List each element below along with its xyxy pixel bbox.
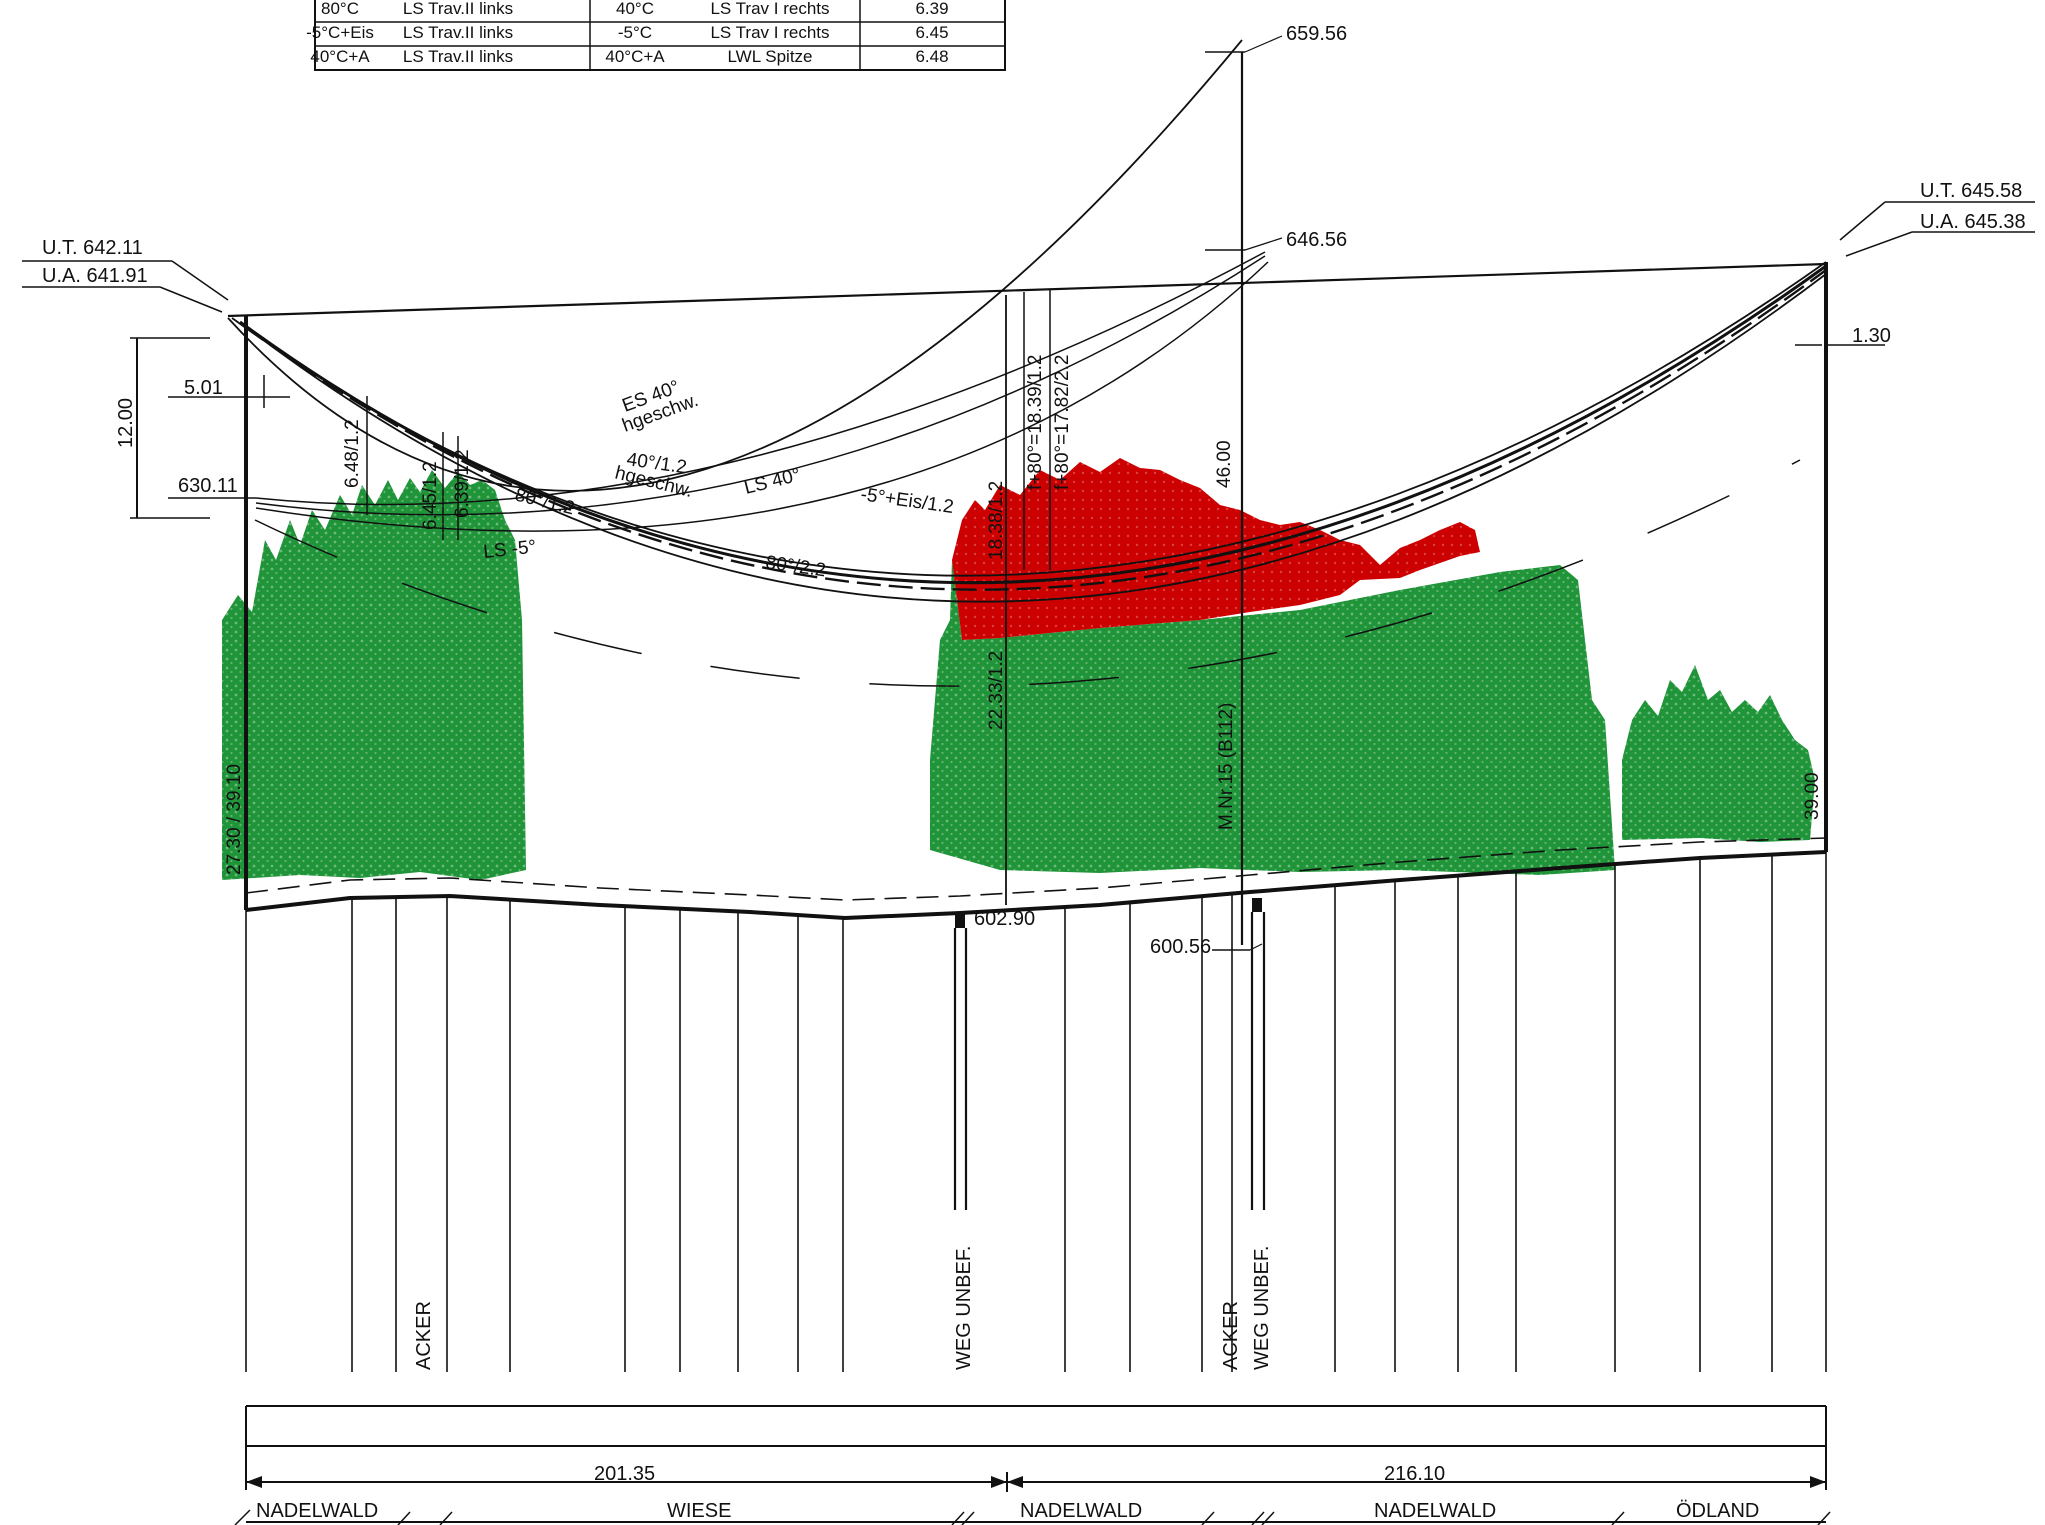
elev-630: 630.11 bbox=[178, 475, 238, 497]
clearance-ground-line bbox=[245, 837, 1827, 901]
landuse-0: NADELWALD bbox=[256, 1500, 378, 1522]
curve-80 bbox=[249, 273, 1827, 603]
table-cell-r2-c4: 6.48 bbox=[915, 47, 948, 66]
curve-ls40b bbox=[255, 255, 1266, 516]
crossing-markers bbox=[953, 898, 1266, 1210]
curve-clearance-dash bbox=[254, 459, 1801, 687]
table-cell-r2-c1: LS Trav.II links bbox=[403, 47, 513, 66]
table-cell-r2-c3: LWL Spitze bbox=[727, 47, 812, 66]
clearance-table: 80°C LS Trav.II links 40°C LS Trav I rechts… bbox=[306, 0, 1006, 71]
vegetation bbox=[222, 458, 1815, 880]
table-cell-r0-c4: 6.39 bbox=[915, 0, 948, 18]
crossing-acker-2: ACKER bbox=[1220, 1301, 1242, 1370]
dim-46: 46.00 bbox=[1214, 440, 1235, 488]
table-cell-r0-c1: LS Trav.II links bbox=[403, 0, 513, 18]
dim-639: 6.39/1.2 bbox=[452, 449, 473, 518]
table-cell-r1-c2: -5°C bbox=[618, 23, 652, 42]
curve-es40 bbox=[227, 39, 1243, 492]
station-lines bbox=[245, 852, 1827, 1372]
landuse-4: ÖDLAND bbox=[1676, 1500, 1759, 1522]
label-ls40: LS 40° bbox=[742, 465, 803, 499]
landuse-1: WIESE bbox=[667, 1500, 731, 1522]
table-rows: 80°C LS Trav.II links 40°C LS Trav I rechts… bbox=[306, 0, 948, 66]
span-2: 216.10 bbox=[1384, 1463, 1445, 1485]
leaders bbox=[22, 201, 2035, 499]
span-1: 201.35 bbox=[594, 1463, 655, 1485]
crossing-weg-2: WEG UNBEF. bbox=[1251, 1246, 1273, 1370]
dim-501: 5.01 bbox=[184, 377, 223, 399]
mast-label: M.Nr.15 (B112) bbox=[1216, 703, 1237, 830]
landuse-3: NADELWALD bbox=[1374, 1500, 1496, 1522]
elev-mid-mast: 646.56 bbox=[1286, 229, 1347, 251]
elev-right-ut: U.T. 645.58 bbox=[1920, 180, 2022, 202]
label-80-22: 80°/2.2 bbox=[764, 552, 827, 581]
label-ls5: LS -5° bbox=[482, 537, 537, 563]
chord-line bbox=[227, 262, 1827, 318]
table-cell-r1-c1: LS Trav.II links bbox=[403, 23, 513, 42]
table-cell-r1-c0: -5°C+Eis bbox=[306, 23, 374, 42]
curve-ls40 bbox=[255, 251, 1266, 506]
elev-left-ua: U.A. 641.91 bbox=[42, 265, 148, 287]
mast bbox=[1205, 35, 1283, 951]
elev-ground-low: 602.90 bbox=[974, 908, 1035, 930]
table-cell-r0-c0: 80°C bbox=[321, 0, 359, 18]
dim-2233: 22.33/1.2 bbox=[986, 651, 1007, 730]
table-cell-r2-c0: 40°C+A bbox=[310, 47, 370, 66]
table-cell-r0-c2: 40°C bbox=[616, 0, 654, 18]
elev-left-ut: U.T. 642.11 bbox=[42, 237, 143, 259]
dim-1839: f+80°=18.39/1.2 bbox=[1025, 355, 1046, 490]
elev-right-ua: U.A. 645.38 bbox=[1920, 211, 2026, 233]
label-eis: -5°+Eis/1.2 bbox=[859, 484, 955, 518]
curve-eis bbox=[243, 269, 1827, 591]
vegetation-right bbox=[1622, 665, 1815, 842]
curve-ls5 bbox=[255, 261, 1269, 532]
vegetation-left bbox=[222, 470, 526, 880]
dim-648: 6.48/1.2 bbox=[342, 419, 363, 488]
dim-left-height: 27.30 / 39.10 bbox=[224, 764, 245, 875]
dim-right-height: 39.00 bbox=[1802, 772, 1823, 820]
dimension-lines bbox=[130, 290, 1051, 905]
table-cell-r1-c3: LS Trav I rechts bbox=[710, 23, 829, 42]
table-cell-r1-c4: 6.45 bbox=[915, 23, 948, 42]
dim-130: 1.30 bbox=[1852, 325, 1891, 347]
crossing-acker-1: ACKER bbox=[413, 1301, 435, 1370]
landuse-2: NADELWALD bbox=[1020, 1500, 1142, 1522]
vegetation-mid-danger bbox=[952, 458, 1480, 640]
ground-line bbox=[245, 850, 1827, 921]
dim-645: 6.45/1.2 bbox=[420, 461, 441, 530]
bottom-bands bbox=[234, 1405, 1831, 1525]
table-cell-r0-c3: LS Trav I rechts bbox=[710, 0, 829, 18]
crossing-weg-1: WEG UNBEF. bbox=[953, 1246, 975, 1370]
dim-12: 12.00 bbox=[115, 398, 137, 448]
dim-1782: f+80°=17.82/2.2 bbox=[1052, 355, 1073, 490]
ground-profile bbox=[227, 262, 1828, 921]
table-cell-r2-c2: 40°C+A bbox=[605, 47, 665, 66]
conductor-curves bbox=[227, 39, 1827, 687]
elev-ground-mast: 600.56 bbox=[1150, 936, 1211, 958]
vegetation-mid bbox=[930, 560, 1615, 875]
curve-main-2 bbox=[239, 264, 1827, 585]
labels: 659.56 646.56 U.T. 642.11 U.A. 641.91 U.… bbox=[42, 23, 2026, 1522]
dim-1838: 18.38/1.2 bbox=[986, 481, 1007, 560]
elev-top-mast: 659.56 bbox=[1286, 23, 1347, 45]
